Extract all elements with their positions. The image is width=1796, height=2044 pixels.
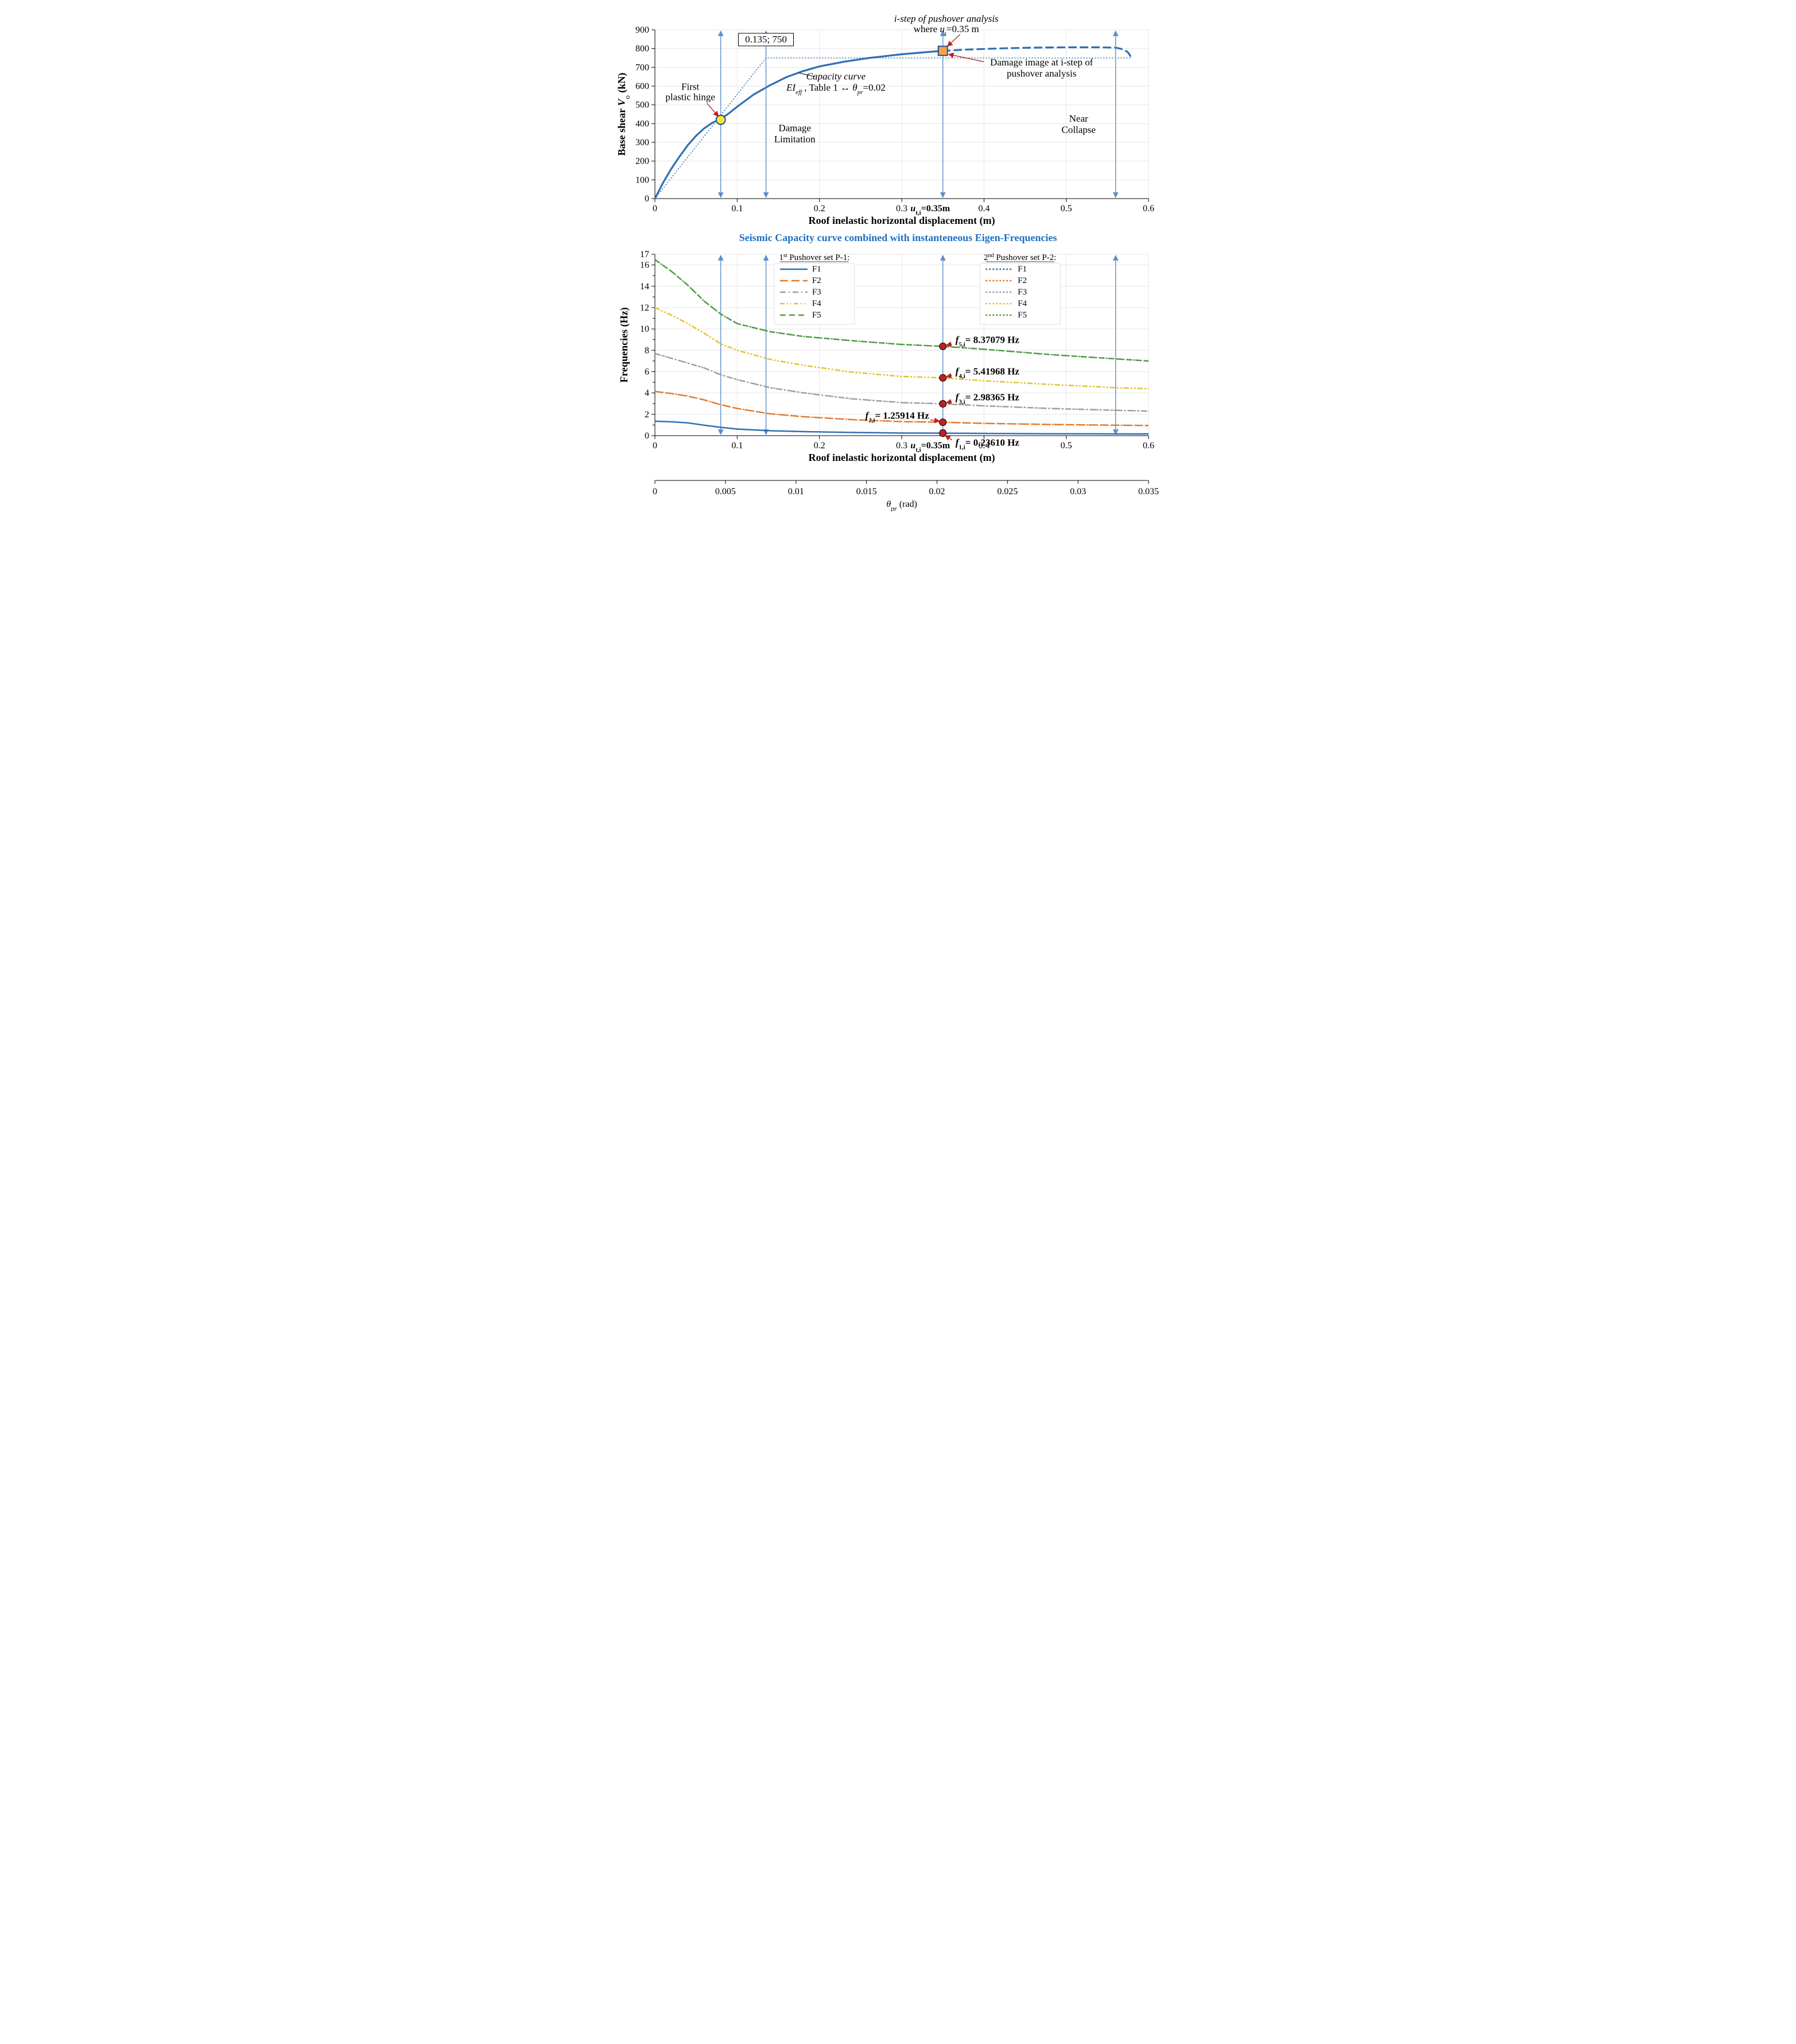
xtick-label: 0.2 [813, 204, 825, 214]
theta-tick-label: 0.02 [929, 487, 945, 497]
legend-item-label: F2 [1018, 276, 1027, 285]
xtick-label: 0.6 [1143, 441, 1154, 451]
legend-item-label: F3 [1018, 288, 1027, 297]
ytick-label: 17 [640, 250, 649, 259]
xtick-label: 0.3 [896, 441, 907, 451]
near-collapse-label-2: Collapse [1061, 125, 1096, 135]
ytick-label: 300 [635, 138, 649, 148]
legend-item-label: F4 [812, 299, 821, 308]
ytick-label: 0 [645, 431, 649, 441]
first-hinge-label-2: plastic hinge [665, 92, 715, 103]
y-axis-title: Base shear Vo (kN) [616, 73, 631, 156]
theta-axis-title: θpr (rad) [886, 499, 917, 511]
freq-marker-f3 [939, 401, 946, 408]
y-axis-title: Frequencies (Hz) [618, 307, 630, 382]
figure-root: 010020030040050060070080090000.10.20.30.… [606, 11, 1191, 511]
legend-item-label: F4 [1018, 299, 1027, 308]
ytick-label: 8 [645, 346, 649, 355]
chart-capacity-curve: 0 100 200 300 400 500 600 700 800 900 0 0.1 0.2 0.3 0.… [606, 11, 1191, 230]
xtick-label: 0.6 [1143, 204, 1154, 214]
theta-tick-label: 0 [653, 487, 657, 497]
ytick-label: 500 [635, 100, 649, 110]
damage-image-annotation-2: pushover analysis [1006, 68, 1076, 79]
xtick-label: 0.1 [731, 441, 743, 451]
chart-frequencies: 02468101214161700.10.20.30.40.50.6f5,i= … [606, 246, 1191, 470]
x-axis-title: Roof inelastic horizontal displacement (… [808, 215, 995, 227]
first-hinge-label: First [681, 82, 699, 92]
ytick-label: 700 [635, 63, 649, 72]
legend-title: 2nd Pushover set P-2: [984, 253, 1056, 263]
theta-tick-label: 0.015 [856, 487, 876, 497]
bilinear-label: 0.135; 750 [745, 34, 787, 45]
xtick-label: 0.2 [813, 441, 825, 451]
ytick-label: 0 [645, 194, 649, 204]
legend-item-label: F5 [1018, 311, 1027, 320]
xtick-label: 0.5 [1060, 204, 1072, 214]
first-hinge-marker [716, 115, 725, 125]
theta-tick-label: 0.03 [1070, 487, 1086, 497]
damage-limitation-label: Damage [778, 122, 811, 133]
x-axis-title: Roof inelastic horizontal displacement (… [808, 452, 995, 464]
axis-theta-pr: 0 0.005 0.01 0.015 0.02 0.025 0.03 0.035 θpr (ra… [606, 470, 1191, 511]
legend-item-label: F1 [1018, 265, 1027, 274]
istep-marker [938, 46, 947, 56]
legend-item-label: F1 [812, 265, 821, 274]
freq-marker-f4 [939, 374, 946, 381]
ytick-label: 4 [645, 389, 649, 398]
xtick-label: 0 [653, 441, 657, 451]
ytick-label: 400 [635, 119, 649, 129]
ytick-label: 600 [635, 82, 649, 91]
xtick-label: 0 [653, 204, 657, 214]
ytick-label: 900 [635, 25, 649, 35]
xtick-label: 0.1 [731, 204, 743, 214]
ytick-label: 12 [640, 303, 649, 313]
near-collapse-label: Near [1069, 113, 1088, 124]
theta-tick-label: 0.005 [715, 487, 735, 497]
legend-item-label: F5 [812, 311, 821, 320]
xtick-label: 0.5 [1060, 441, 1072, 451]
theta-tick-label: 0.035 [1138, 487, 1159, 497]
figure-mid-title: Seismic Capacity curve combined with ins… [606, 232, 1191, 244]
ytick-label: 200 [635, 157, 649, 166]
istep-annotation: i-step of pushover analysis [894, 13, 998, 24]
theta-tick-label: 0.025 [997, 487, 1018, 497]
freq-marker-f5 [939, 343, 946, 350]
ytick-label: 16 [640, 261, 649, 270]
ytick-label: 2 [645, 410, 649, 420]
ytick-label: 800 [635, 44, 649, 54]
damage-image-annotation: Damage image at i-step of [990, 57, 1093, 68]
xtick-label: 0.4 [978, 204, 990, 214]
ytick-label: 10 [640, 324, 649, 334]
legend-item-label: F3 [812, 288, 821, 297]
ytick-label: 100 [635, 175, 649, 185]
damage-limitation-label-2: Limitation [774, 134, 815, 145]
ytick-label: 6 [645, 367, 649, 377]
ytick-label: 14 [640, 282, 649, 292]
theta-tick-label: 0.01 [788, 487, 804, 497]
freq-marker-f2 [939, 419, 946, 426]
xtick-label: 0.3 [896, 204, 907, 214]
capacity-curve-label: Capacity curve [806, 71, 866, 82]
legend-item-label: F2 [812, 276, 821, 285]
legend-title: 1st Pushover set P-1: [779, 253, 849, 263]
